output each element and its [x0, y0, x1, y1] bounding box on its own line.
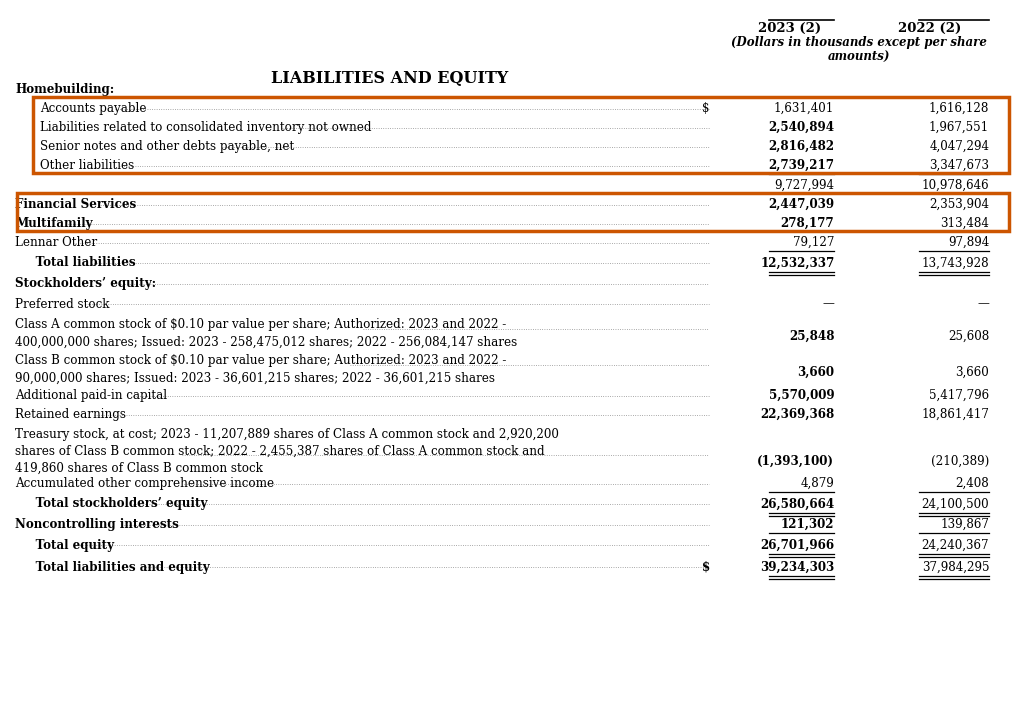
Text: 39,234,303: 39,234,303 [760, 561, 835, 574]
Text: 121,302: 121,302 [781, 518, 835, 531]
Text: 3,660: 3,660 [955, 365, 989, 378]
Text: 2,408: 2,408 [955, 477, 989, 490]
Text: 278,177: 278,177 [780, 217, 835, 230]
Text: Stockholders’ equity:: Stockholders’ equity: [15, 278, 156, 290]
Text: 13,743,928: 13,743,928 [922, 257, 989, 270]
Text: Total equity: Total equity [15, 539, 114, 551]
Bar [17, 193, 1010, 231]
Text: 1,631,401: 1,631,401 [774, 102, 835, 115]
Text: 18,861,417: 18,861,417 [922, 408, 989, 421]
Text: 2,739,217: 2,739,217 [768, 159, 835, 172]
Text: Retained earnings: Retained earnings [15, 408, 126, 421]
Text: 419,860 shares of Class B common stock: 419,860 shares of Class B common stock [15, 462, 263, 475]
Text: 2022 (2): 2022 (2) [898, 22, 961, 35]
Text: 90,000,000 shares; Issued: 2023 - 36,601,215 shares; 2022 - 36,601,215 shares: 90,000,000 shares; Issued: 2023 - 36,601… [15, 372, 495, 385]
Text: —: — [977, 298, 989, 311]
Text: 24,240,367: 24,240,367 [922, 539, 989, 551]
Text: Total liabilities and equity: Total liabilities and equity [15, 561, 210, 574]
Text: 5,417,796: 5,417,796 [929, 389, 989, 402]
Text: Senior notes and other debts payable, net: Senior notes and other debts payable, ne… [40, 140, 294, 153]
Text: Total stockholders’ equity: Total stockholders’ equity [15, 498, 208, 510]
Text: 1,616,128: 1,616,128 [929, 102, 989, 115]
Text: Accumulated other comprehensive income: Accumulated other comprehensive income [15, 477, 274, 490]
Text: Total liabilities: Total liabilities [15, 257, 135, 270]
Text: 4,879: 4,879 [801, 477, 835, 490]
Text: 10,978,646: 10,978,646 [922, 178, 989, 191]
Text: 25,608: 25,608 [948, 329, 989, 342]
Text: 2,447,039: 2,447,039 [768, 198, 835, 211]
Text: shares of Class B common stock; 2022 - 2,455,387 shares of Class A common stock : shares of Class B common stock; 2022 - 2… [15, 444, 545, 458]
Text: (Dollars in thousands except per share
amounts): (Dollars in thousands except per share a… [731, 36, 987, 64]
Text: 2,353,904: 2,353,904 [929, 198, 989, 211]
Text: Class B common stock of $0.10 par value per share; Authorized: 2023 and 2022 -: Class B common stock of $0.10 par value … [15, 354, 506, 367]
Text: 37,984,295: 37,984,295 [922, 561, 989, 574]
Text: (1,393,100): (1,393,100) [758, 455, 835, 468]
Text: 26,580,664: 26,580,664 [760, 498, 835, 510]
Text: Preferred stock: Preferred stock [15, 298, 110, 311]
Text: 3,347,673: 3,347,673 [929, 159, 989, 172]
Text: 2,816,482: 2,816,482 [768, 140, 835, 153]
Text: 9,727,994: 9,727,994 [774, 178, 835, 191]
Text: 26,701,966: 26,701,966 [760, 539, 835, 551]
Text: 3,660: 3,660 [798, 365, 835, 378]
Text: Liabilities related to consolidated inventory not owned: Liabilities related to consolidated inve… [40, 121, 372, 134]
Text: Lennar Other: Lennar Other [15, 236, 97, 249]
Text: $: $ [702, 561, 711, 574]
Text: Noncontrolling interests: Noncontrolling interests [15, 518, 179, 531]
Text: 313,484: 313,484 [940, 217, 989, 230]
Text: Other liabilities: Other liabilities [40, 159, 134, 172]
Bar [33, 97, 1010, 173]
Text: 25,848: 25,848 [788, 329, 835, 342]
Text: Additional paid-in capital: Additional paid-in capital [15, 389, 167, 402]
Text: 4,047,294: 4,047,294 [929, 140, 989, 153]
Text: Accounts payable: Accounts payable [40, 102, 146, 115]
Text: 5,570,009: 5,570,009 [769, 389, 835, 402]
Text: $: $ [702, 102, 710, 115]
Text: 79,127: 79,127 [793, 236, 835, 249]
Text: 400,000,000 shares; Issued: 2023 - 258,475,012 shares; 2022 - 256,084,147 shares: 400,000,000 shares; Issued: 2023 - 258,4… [15, 336, 517, 349]
Text: 22,369,368: 22,369,368 [760, 408, 835, 421]
Text: Class A common stock of $0.10 par value per share; Authorized: 2023 and 2022 -: Class A common stock of $0.10 par value … [15, 318, 506, 331]
Text: 12,532,337: 12,532,337 [760, 257, 835, 270]
Text: 2023 (2): 2023 (2) [758, 22, 821, 35]
Text: Multifamily: Multifamily [15, 217, 92, 230]
Text: Treasury stock, at cost; 2023 - 11,207,889 shares of Class A common stock and 2,: Treasury stock, at cost; 2023 - 11,207,8… [15, 428, 559, 441]
Text: 24,100,500: 24,100,500 [922, 498, 989, 510]
Text: 139,867: 139,867 [940, 518, 989, 531]
Text: (210,389): (210,389) [931, 455, 989, 468]
Text: 2,540,894: 2,540,894 [768, 121, 835, 134]
Text: —: — [822, 298, 835, 311]
Text: 97,894: 97,894 [948, 236, 989, 249]
Text: Homebuilding:: Homebuilding: [15, 83, 115, 96]
Text: LIABILITIES AND EQUITY: LIABILITIES AND EQUITY [271, 70, 508, 87]
Text: 1,967,551: 1,967,551 [929, 121, 989, 134]
Text: Financial Services: Financial Services [15, 198, 136, 211]
